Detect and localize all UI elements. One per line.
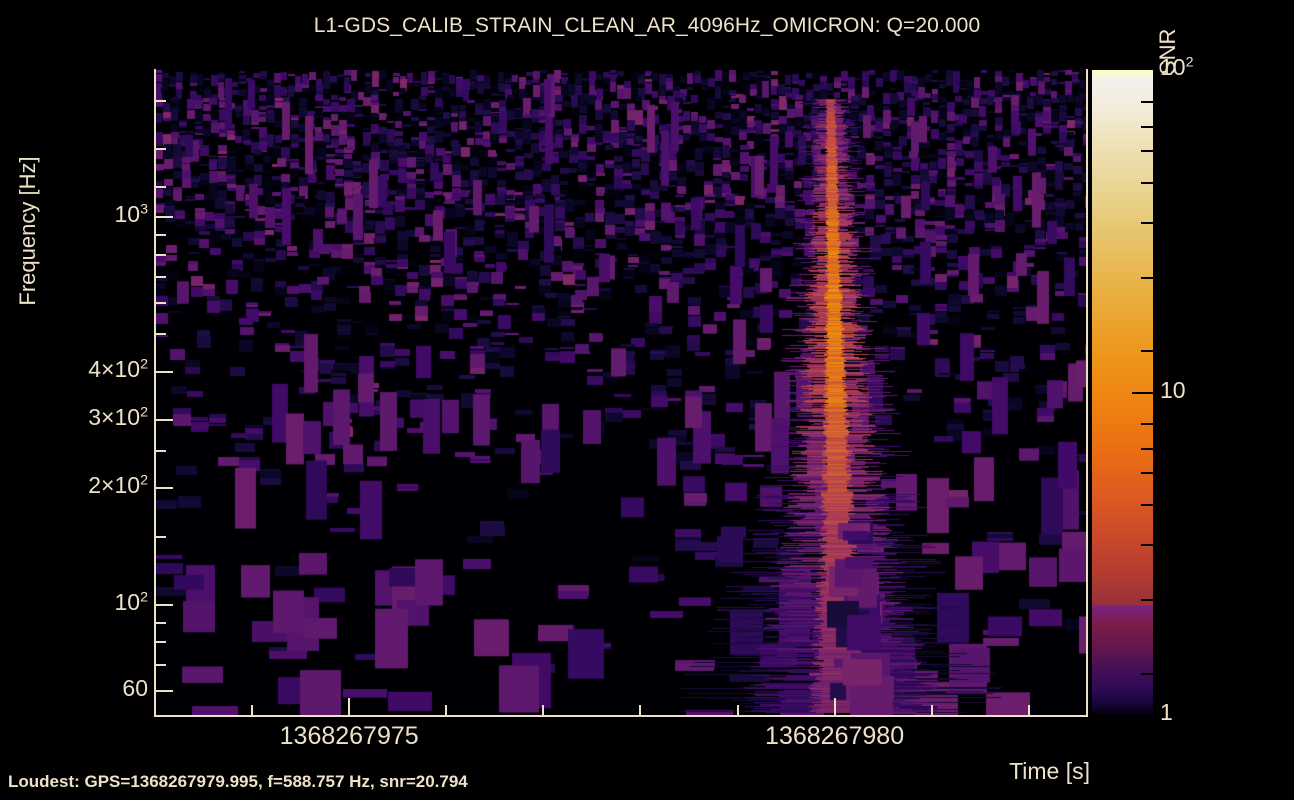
y-tick-minor [156,449,166,452]
y-tick-minor [156,185,166,188]
x-tick-minor [154,705,156,715]
x-tick-major [833,698,836,715]
x-tick-minor [736,705,739,715]
colorbar-tick-minor [1141,472,1153,475]
colorbar-tick-minor [1141,423,1153,426]
colorbar-tick-minor [1141,221,1153,224]
colorbar-tick-minor [1141,100,1153,103]
x-axis-title: Time [s] [1009,758,1090,784]
axis-frame-top [154,69,1088,70]
y-tick-minor [156,276,166,279]
y-tick-label: 4×102 [88,355,148,382]
y-tick-major [156,603,173,606]
y-tick-minor [156,641,166,644]
loudest-event-readout: Loudest: GPS=1368267979.995, f=588.757 H… [8,772,468,791]
y-tick-major [156,216,173,219]
y-tick-label: 3×102 [88,404,148,430]
x-tick-label: 1368267980 [765,722,905,750]
colorbar-tick-minor [1141,448,1153,451]
y-tick-minor [156,302,166,305]
colorbar-tick-minor [1141,672,1153,675]
spectrogram-plot-area[interactable] [155,70,1087,715]
axis-frame-left [154,69,156,717]
y-tick-major [156,689,173,692]
colorbar-tick-label: 102 [1160,54,1194,80]
x-tick-minor [639,705,642,715]
colorbar-tick-label: 10 [1160,376,1186,403]
axis-frame-bottom [154,715,1088,717]
colorbar-tick-minor [1141,276,1153,279]
colorbar-tick-minor [1141,181,1153,184]
y-tick-minor [156,253,166,256]
y-tick-label: 103 [114,201,148,228]
axis-frame-right [1086,69,1088,717]
y-tick-major [156,370,173,373]
x-tick-minor [251,705,254,715]
colorbar-tick-minor [1141,599,1153,602]
y-tick-minor [156,535,166,538]
y-tick-minor [156,621,166,624]
x-tick-minor [930,705,933,715]
colorbar-tick-minor [1141,125,1153,128]
x-tick-minor [445,705,448,715]
y-axis-title: Frequency [Hz] [15,156,40,306]
x-tick-label: 1368267975 [279,722,419,750]
y-tick-minor [156,663,166,666]
spectrogram-heatmap[interactable] [155,70,1087,715]
colorbar-tick-minor [1141,544,1153,547]
x-tick-major [348,698,351,715]
colorbar-tick-label: 1 [1160,699,1173,725]
y-tick-label: 2×102 [88,472,148,499]
colorbar-tick-major [1132,391,1153,394]
x-tick-minor [542,705,545,715]
y-tick-minor [156,148,166,151]
page-title: L1-GDS_CALIB_STRAIN_CLEAN_AR_4096Hz_OMIC… [313,14,981,37]
colorbar-tick-minor [1141,350,1153,353]
y-tick-label: 60 [122,674,148,701]
y-tick-major [156,487,173,490]
y-tick-minor [156,234,166,237]
colorbar-tick-minor [1141,149,1153,152]
y-tick-label: 102 [114,588,148,615]
y-tick-minor [156,333,166,336]
colorbar-tick-minor [1141,504,1153,507]
y-tick-major [156,419,173,421]
y-tick-minor [156,99,166,102]
x-tick-minor [1027,705,1030,715]
